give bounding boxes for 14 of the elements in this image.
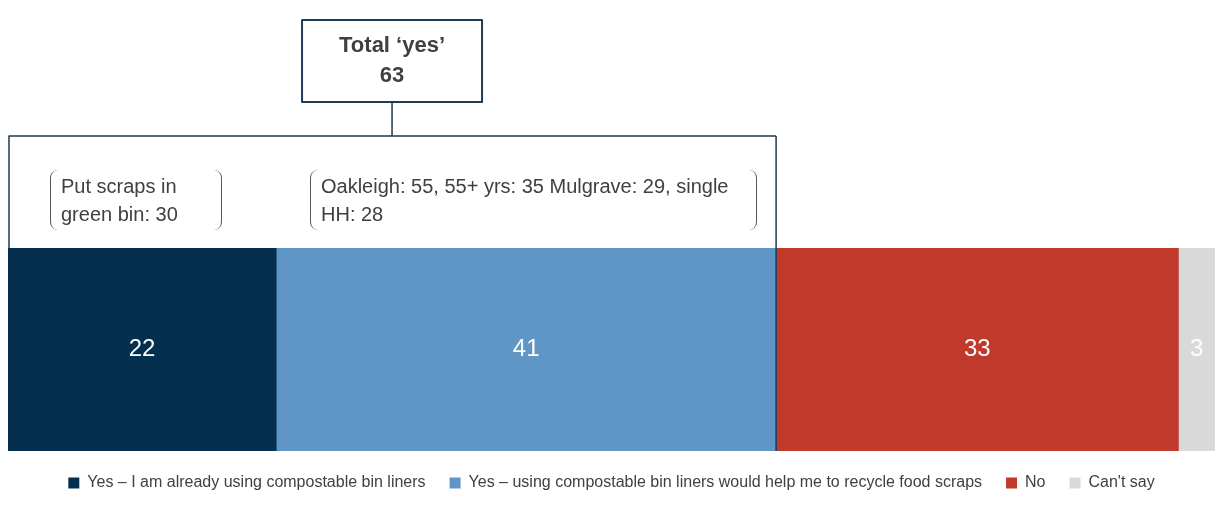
bar xyxy=(1178,248,1215,451)
legend-label: Can't say xyxy=(1088,473,1155,491)
bar xyxy=(775,248,1179,451)
data-label: 33 xyxy=(963,334,991,362)
text: Oakleigh: 55, 55+ yrs: 35 Mulgrave: 29, single HH: 28 xyxy=(310,170,757,230)
ref-line-label: Total ‘yes’ 63 xyxy=(339,32,446,88)
text: Put scraps in green bin: 30 xyxy=(50,170,222,230)
data-label: 22 xyxy=(128,334,156,362)
legend-label: Yes – I am already using compostable bin liners xyxy=(87,473,426,491)
legend-label: Yes – using compostable bin liners would help me to recycle food scraps xyxy=(468,473,983,491)
bar xyxy=(275,248,777,451)
bar xyxy=(8,248,277,451)
data-label: 41 xyxy=(512,334,540,362)
legend-label: No xyxy=(1025,473,1046,491)
